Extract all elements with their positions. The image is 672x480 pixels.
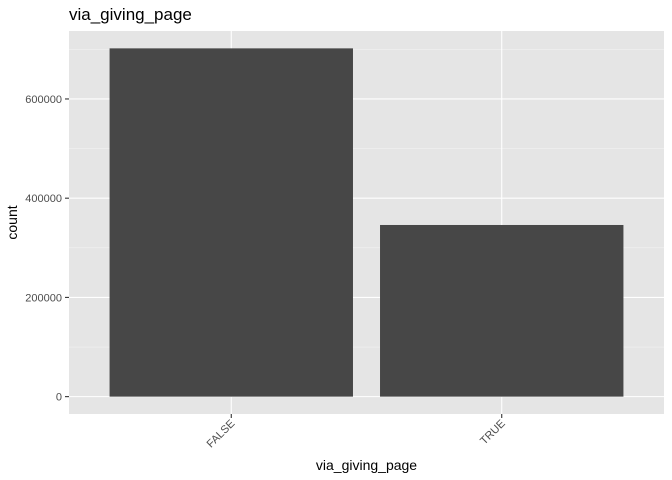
y-tick-label: 400000 <box>25 193 62 205</box>
chart-title: via_giving_page <box>69 5 192 24</box>
y-tick-label: 600000 <box>25 94 62 106</box>
y-axis-title: count <box>4 205 20 239</box>
y-tick-label: 200000 <box>25 292 62 304</box>
y-tick-label: 0 <box>56 392 62 404</box>
x-tick-label: FALSE <box>205 418 238 451</box>
bars <box>109 48 624 397</box>
bar-false <box>109 48 353 397</box>
x-tick-label: TRUE <box>478 418 508 448</box>
bar-true <box>380 224 624 397</box>
x-axis-title: via_giving_page <box>316 457 417 473</box>
